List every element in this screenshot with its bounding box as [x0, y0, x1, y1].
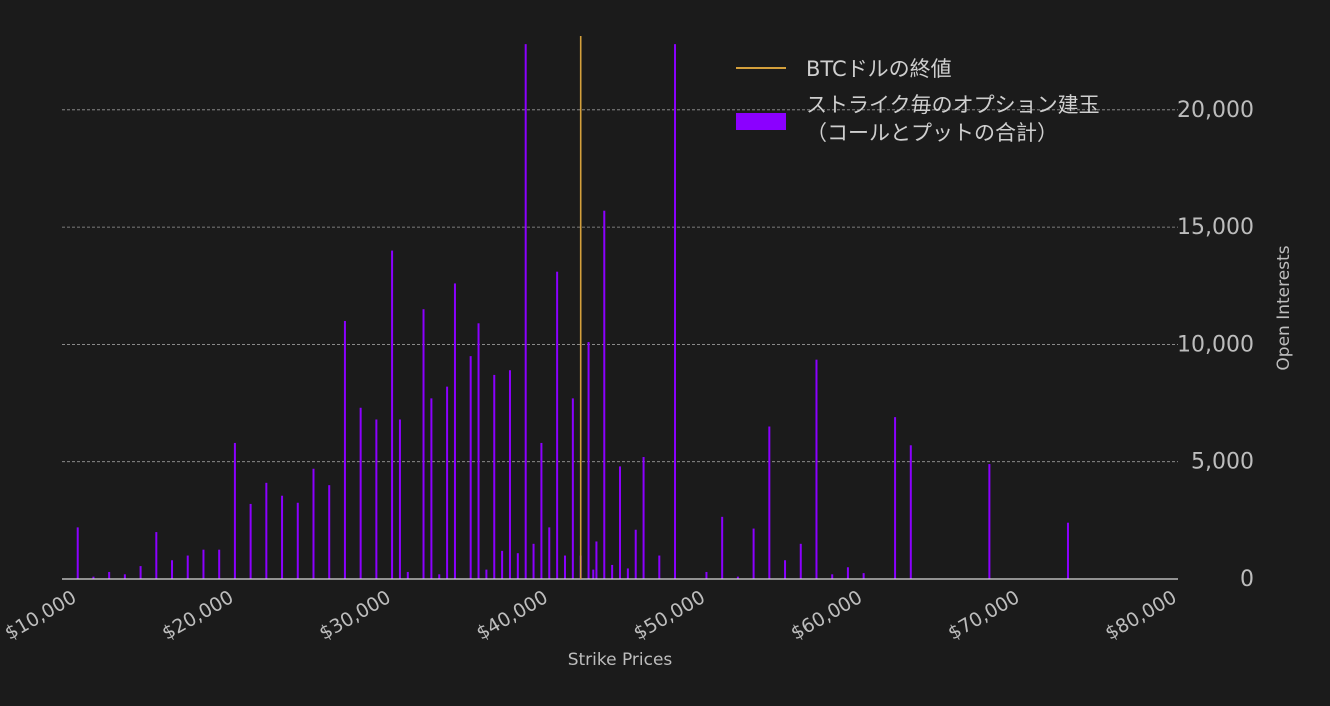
bar [674, 44, 677, 579]
x-tick-labels: $10,000 $20,000 $30,000 $40,000 $50,000 $60,0… [1, 586, 1180, 644]
bar [909, 445, 912, 579]
bar [430, 398, 433, 579]
bar [532, 543, 535, 579]
bar [831, 574, 834, 579]
legend-open-interest-swatch [736, 113, 786, 130]
bar [595, 541, 598, 579]
bar [988, 464, 991, 579]
bar [312, 468, 315, 579]
y-tick-label: 20,000 [1177, 98, 1254, 123]
x-axis-title: Strike Prices [568, 650, 673, 670]
bar [108, 571, 111, 579]
bar [92, 576, 95, 579]
legend: BTCドルの終値 ストライク毎のオプション建玉（コールとプットの合計） [736, 57, 1100, 145]
bar [202, 549, 205, 579]
bar [556, 271, 559, 579]
bar [611, 564, 614, 579]
bar [862, 573, 865, 579]
bar [752, 528, 755, 579]
bar [233, 442, 236, 579]
bar [799, 543, 802, 579]
y-tick-labels: 0 5,000 10,000 15,000 20,000 [1177, 98, 1254, 592]
bar [548, 527, 551, 579]
bar [784, 560, 787, 579]
bar [343, 320, 346, 579]
bar [705, 571, 708, 579]
bar [296, 502, 299, 579]
x-tick-label: $40,000 [473, 586, 552, 644]
bar [508, 370, 511, 579]
bar [438, 574, 441, 579]
bar [563, 555, 566, 579]
bar-series [76, 44, 1069, 580]
bar [634, 529, 637, 579]
bar [768, 426, 771, 579]
legend-close-price-label: BTCドルの終値 [806, 57, 952, 81]
bar [391, 250, 394, 580]
bar [328, 485, 331, 579]
y-tick-label: 15,000 [1177, 215, 1254, 240]
y-axis-title: Open Interests [1274, 245, 1294, 370]
bar [186, 555, 189, 579]
y-tick-label: 0 [1240, 567, 1254, 592]
bar [422, 309, 425, 579]
bar [736, 576, 739, 579]
x-tick-label: $20,000 [158, 586, 237, 644]
bar [501, 550, 504, 579]
x-tick-label: $50,000 [630, 586, 709, 644]
bar [398, 419, 401, 579]
bar [375, 419, 378, 579]
bar [477, 323, 480, 579]
bar [493, 374, 496, 579]
x-tick-label: $30,000 [316, 586, 395, 644]
y-tick-label: 10,000 [1177, 332, 1254, 357]
bar [603, 210, 606, 579]
bar [1066, 522, 1069, 579]
bar [658, 555, 661, 579]
bar [155, 532, 158, 579]
bar [139, 566, 142, 579]
bar [721, 516, 724, 579]
x-tick-label: $10,000 [1, 586, 80, 644]
bar [642, 457, 645, 579]
bar [815, 359, 818, 579]
bar [516, 553, 519, 579]
bar [281, 495, 284, 579]
bar [249, 503, 252, 579]
bar [453, 283, 456, 579]
bar [446, 386, 449, 579]
bar [171, 560, 174, 579]
bar [571, 398, 574, 579]
y-tick-label: 5,000 [1191, 450, 1254, 475]
bar [265, 482, 268, 579]
x-tick-label: $80,000 [1101, 586, 1180, 644]
legend-open-interest-label: ストライク毎のオプション建玉（コールとプットの合計） [806, 93, 1100, 145]
bar [846, 567, 849, 579]
bar [894, 417, 897, 579]
bar [626, 568, 629, 579]
x-tick-label: $60,000 [787, 586, 866, 644]
bar [218, 549, 221, 579]
bar [469, 356, 472, 579]
bar [592, 569, 595, 579]
bar [485, 569, 488, 579]
bar [406, 571, 409, 579]
bar [524, 44, 527, 579]
bar [587, 342, 590, 579]
gridlines [62, 109, 1178, 463]
bar [123, 574, 126, 579]
bar [76, 527, 79, 579]
bar [619, 466, 621, 579]
bar [359, 407, 362, 579]
x-tick-label: $70,000 [944, 586, 1023, 644]
bar [540, 442, 543, 579]
